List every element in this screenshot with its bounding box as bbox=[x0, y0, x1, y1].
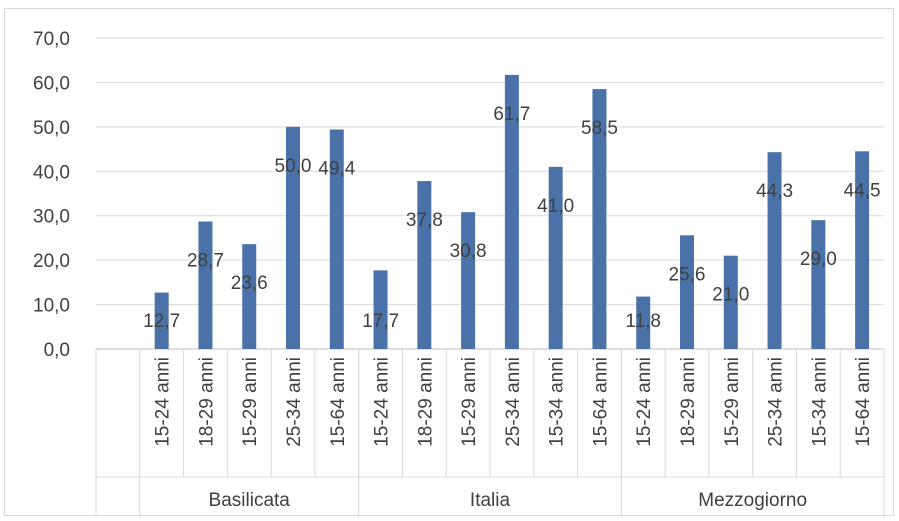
bar bbox=[417, 181, 432, 349]
bar bbox=[154, 292, 169, 349]
y-tick-label: 70,0 bbox=[33, 29, 70, 50]
data-label: 21,0 bbox=[712, 285, 749, 306]
bar bbox=[198, 221, 213, 349]
category-label: 18-29 anni bbox=[678, 357, 699, 447]
category-label: 18-29 anni bbox=[196, 357, 217, 447]
category-label: 15-34 anni bbox=[547, 357, 568, 447]
category-label: 15-24 anni bbox=[372, 357, 393, 447]
bar bbox=[461, 212, 476, 349]
category-label: 25-34 anni bbox=[766, 357, 787, 447]
data-label: 49,4 bbox=[318, 159, 355, 180]
group-label: Italia bbox=[470, 490, 511, 511]
bar bbox=[680, 235, 694, 349]
data-label: 11,8 bbox=[625, 311, 661, 332]
category-label: 15-24 anni bbox=[634, 357, 655, 447]
category-label: 15-24 anni bbox=[153, 357, 174, 447]
category-label: 15-29 anni bbox=[240, 357, 261, 447]
bar bbox=[767, 152, 782, 349]
data-label: 41,0 bbox=[537, 196, 574, 217]
category-label: 15-64 anni bbox=[328, 357, 349, 447]
data-label: 61,7 bbox=[493, 104, 530, 125]
y-tick-label: 0,0 bbox=[44, 340, 70, 361]
y-tick-label: 50,0 bbox=[33, 118, 70, 139]
data-label: 25,6 bbox=[669, 264, 706, 285]
bar bbox=[592, 89, 607, 349]
y-tick-label: 60,0 bbox=[33, 73, 70, 94]
data-label: 37,8 bbox=[406, 210, 443, 231]
category-label: 15-64 anni bbox=[853, 357, 874, 447]
y-tick-label: 30,0 bbox=[33, 207, 70, 228]
bar bbox=[548, 166, 563, 349]
bar bbox=[242, 244, 257, 349]
bar bbox=[636, 296, 651, 349]
category-label: 25-34 anni bbox=[284, 357, 305, 447]
data-label: 17,7 bbox=[362, 311, 399, 332]
category-label: 15-29 anni bbox=[722, 357, 743, 447]
category-label: 25-34 anni bbox=[503, 357, 524, 447]
group-label: Basilicata bbox=[209, 490, 291, 511]
category-label: 18-29 anni bbox=[415, 357, 436, 447]
data-label: 29,0 bbox=[800, 249, 837, 270]
data-label: 23,6 bbox=[231, 273, 268, 294]
chart-frame bbox=[4, 8, 894, 516]
category-label: 15-34 anni bbox=[809, 357, 830, 447]
data-label: 50,0 bbox=[275, 156, 312, 177]
bar bbox=[723, 255, 738, 349]
bar bbox=[855, 151, 870, 349]
data-label: 30,8 bbox=[450, 241, 487, 262]
y-tick-label: 40,0 bbox=[33, 162, 70, 183]
data-label: 44,5 bbox=[844, 180, 881, 201]
bar bbox=[811, 220, 826, 349]
data-label: 28,7 bbox=[187, 250, 224, 271]
bar bbox=[504, 74, 519, 349]
category-label: 15-64 anni bbox=[590, 357, 611, 447]
data-label: 58,5 bbox=[581, 118, 618, 139]
bar bbox=[329, 129, 344, 349]
data-label: 12,7 bbox=[143, 311, 180, 332]
data-label: 44,3 bbox=[756, 181, 793, 202]
y-tick-label: 20,0 bbox=[33, 251, 70, 272]
bar bbox=[373, 270, 388, 349]
category-label: 15-29 anni bbox=[459, 357, 480, 447]
y-tick-label: 10,0 bbox=[33, 296, 70, 317]
bar bbox=[286, 126, 300, 349]
group-label: Mezzogiorno bbox=[698, 490, 807, 511]
